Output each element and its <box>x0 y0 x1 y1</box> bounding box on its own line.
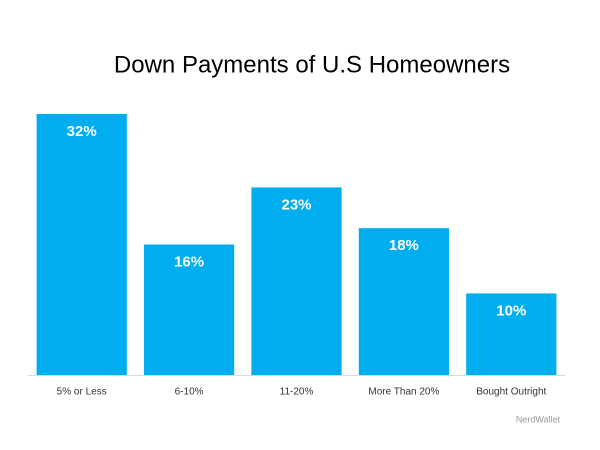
bar <box>36 114 127 375</box>
bar <box>466 293 557 375</box>
value-label: 23% <box>281 196 311 213</box>
bar <box>251 187 342 375</box>
source: NerdWallet <box>516 414 561 424</box>
bar <box>358 228 450 375</box>
x-tick-label: 6-10% <box>175 387 204 398</box>
chart-title: Down Payments of U.S Homeowners <box>114 51 510 78</box>
value-label: 18% <box>389 237 419 254</box>
value-label: 32% <box>67 123 97 140</box>
x-tick-label: 11-20% <box>280 387 314 398</box>
value-label: 10% <box>496 302 526 319</box>
x-tick-label: 5% or Less <box>57 387 107 398</box>
x-tick-label: More Than 20% <box>368 387 439 398</box>
bar <box>143 244 235 375</box>
value-label: 16% <box>174 253 204 270</box>
x-tick-label: Bought Outright <box>476 387 546 398</box>
